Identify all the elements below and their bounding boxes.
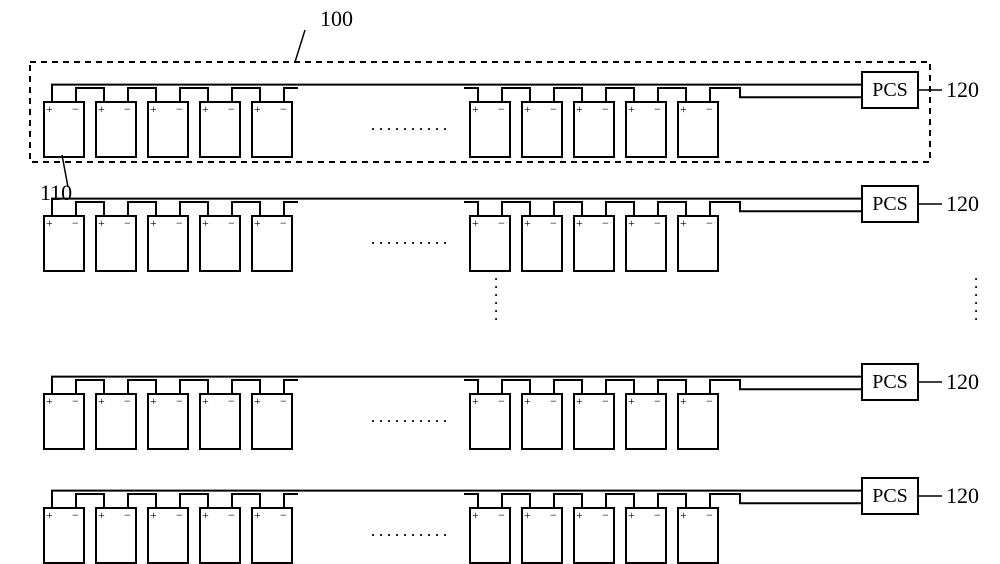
plus-sign: + xyxy=(254,216,261,230)
minus-sign: − xyxy=(280,216,287,230)
plus-sign: + xyxy=(680,508,687,522)
minus-sign: − xyxy=(550,394,557,408)
minus-sign: − xyxy=(602,216,609,230)
plus-sign: + xyxy=(576,394,583,408)
minus-sign: − xyxy=(498,216,505,230)
minus-sign: − xyxy=(228,102,235,116)
minus-sign: − xyxy=(550,508,557,522)
minus-sign: − xyxy=(124,216,131,230)
plus-sign: + xyxy=(98,102,105,116)
plus-sign: + xyxy=(524,508,531,522)
minus-sign: − xyxy=(176,394,183,408)
minus-sign: − xyxy=(228,508,235,522)
plus-sign: + xyxy=(254,508,261,522)
plus-sign: + xyxy=(98,216,105,230)
minus-sign: − xyxy=(654,394,661,408)
ellipsis-horizontal: ·········· xyxy=(370,119,450,139)
minus-sign: − xyxy=(124,102,131,116)
minus-sign: − xyxy=(706,508,713,522)
plus-sign: + xyxy=(202,102,209,116)
minus-sign: − xyxy=(72,102,79,116)
plus-sign: + xyxy=(524,216,531,230)
plus-sign: + xyxy=(472,102,479,116)
plus-sign: + xyxy=(628,394,635,408)
ellipsis-vertical-right: ······ xyxy=(966,276,986,324)
minus-sign: − xyxy=(498,102,505,116)
plus-sign: + xyxy=(628,508,635,522)
minus-sign: − xyxy=(72,216,79,230)
plus-sign: + xyxy=(46,216,53,230)
minus-sign: − xyxy=(176,102,183,116)
plus-sign: + xyxy=(254,394,261,408)
minus-sign: − xyxy=(602,102,609,116)
ellipsis-horizontal: ·········· xyxy=(370,411,450,431)
minus-sign: − xyxy=(176,216,183,230)
minus-sign: − xyxy=(228,216,235,230)
ref-120: 120 xyxy=(946,191,979,216)
plus-sign: + xyxy=(628,216,635,230)
ref-120: 120 xyxy=(946,369,979,394)
minus-sign: − xyxy=(280,394,287,408)
minus-sign: − xyxy=(280,102,287,116)
minus-sign: − xyxy=(498,394,505,408)
pcs-label: PCS xyxy=(872,371,908,393)
plus-sign: + xyxy=(46,508,53,522)
plus-sign: + xyxy=(576,216,583,230)
minus-sign: − xyxy=(602,394,609,408)
minus-sign: − xyxy=(654,216,661,230)
plus-sign: + xyxy=(472,394,479,408)
minus-sign: − xyxy=(124,394,131,408)
plus-sign: + xyxy=(98,394,105,408)
plus-sign: + xyxy=(524,394,531,408)
plus-sign: + xyxy=(150,394,157,408)
ellipsis-vertical-center: ······ xyxy=(486,276,506,324)
plus-sign: + xyxy=(472,508,479,522)
ref-120: 120 xyxy=(946,483,979,508)
minus-sign: − xyxy=(72,508,79,522)
minus-sign: − xyxy=(706,394,713,408)
plus-sign: + xyxy=(150,216,157,230)
minus-sign: − xyxy=(706,102,713,116)
minus-sign: − xyxy=(602,508,609,522)
minus-sign: − xyxy=(498,508,505,522)
plus-sign: + xyxy=(202,508,209,522)
pcs-label: PCS xyxy=(872,193,908,215)
minus-sign: − xyxy=(706,216,713,230)
minus-sign: − xyxy=(124,508,131,522)
plus-sign: + xyxy=(202,394,209,408)
ellipsis-horizontal: ·········· xyxy=(370,233,450,253)
minus-sign: − xyxy=(654,508,661,522)
ref-120: 120 xyxy=(946,77,979,102)
ref-110: 110 xyxy=(40,180,72,205)
plus-sign: + xyxy=(680,394,687,408)
minus-sign: − xyxy=(654,102,661,116)
minus-sign: − xyxy=(228,394,235,408)
plus-sign: + xyxy=(46,394,53,408)
ellipsis-horizontal: ·········· xyxy=(370,525,450,545)
plus-sign: + xyxy=(202,216,209,230)
minus-sign: − xyxy=(550,102,557,116)
plus-sign: + xyxy=(46,102,53,116)
ref-100: 100 xyxy=(320,6,353,31)
plus-sign: + xyxy=(680,102,687,116)
plus-sign: + xyxy=(98,508,105,522)
minus-sign: − xyxy=(176,508,183,522)
pcs-label: PCS xyxy=(872,79,908,101)
minus-sign: − xyxy=(280,508,287,522)
plus-sign: + xyxy=(254,102,261,116)
plus-sign: + xyxy=(680,216,687,230)
pcs-label: PCS xyxy=(872,485,908,507)
plus-sign: + xyxy=(150,102,157,116)
minus-sign: − xyxy=(72,394,79,408)
plus-sign: + xyxy=(150,508,157,522)
plus-sign: + xyxy=(524,102,531,116)
plus-sign: + xyxy=(628,102,635,116)
plus-sign: + xyxy=(472,216,479,230)
minus-sign: − xyxy=(550,216,557,230)
plus-sign: + xyxy=(576,508,583,522)
plus-sign: + xyxy=(576,102,583,116)
